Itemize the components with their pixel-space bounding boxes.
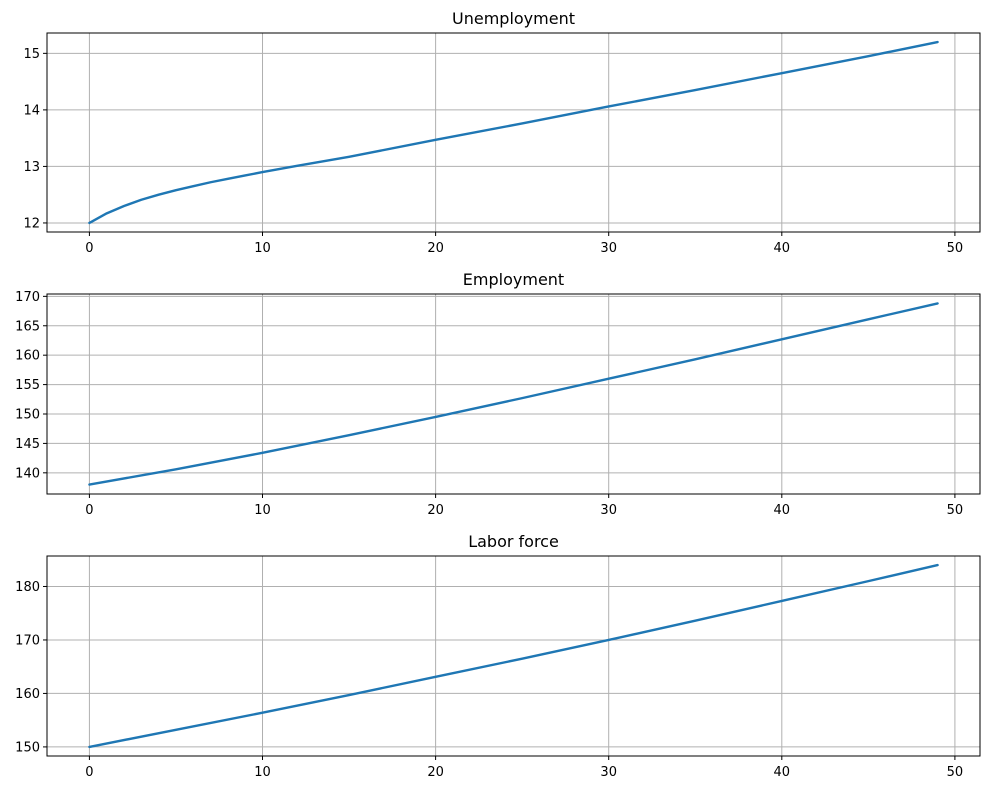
y-tick-label: 155 <box>15 378 40 393</box>
series-line <box>88 302 939 486</box>
y-tick-label: 150 <box>15 740 40 755</box>
x-tick-label: 0 <box>85 765 93 780</box>
x-tick-label: 20 <box>427 241 444 256</box>
x-tick-label: 40 <box>774 503 791 518</box>
x-tick-label: 50 <box>947 765 964 780</box>
plot-frame <box>46 555 981 757</box>
y-tick-label: 160 <box>15 687 40 702</box>
subplot-labor-force: Labor force 0 10 20 30 40 50 150 160 170 180 <box>15 532 981 780</box>
y-tick-label: 13 <box>23 160 40 175</box>
series-line <box>88 40 939 225</box>
y-tick-label: 165 <box>15 319 40 334</box>
y-tick-label: 150 <box>15 408 40 423</box>
chart-title: Employment <box>463 270 564 289</box>
y-tick-label: 180 <box>15 580 40 595</box>
y-tick-label: 170 <box>15 633 40 648</box>
y-tick-label: 12 <box>23 216 40 231</box>
x-tick-label: 30 <box>600 765 617 780</box>
y-tick-label: 14 <box>23 103 40 118</box>
x-tick-label: 20 <box>427 503 444 518</box>
y-tick-label: 160 <box>15 349 40 364</box>
x-tick-label: 30 <box>600 503 617 518</box>
chart-title: Unemployment <box>452 9 575 28</box>
series-line <box>88 563 939 749</box>
chart-title: Labor force <box>468 532 559 551</box>
x-tick-label: 30 <box>600 241 617 256</box>
x-tick-label: 40 <box>774 765 791 780</box>
x-tick-label: 0 <box>85 241 93 256</box>
subplot-employment: Employment 0 10 20 30 40 50 140 145 150 155 160 165… <box>15 270 981 518</box>
x-tick-label: 50 <box>947 503 964 518</box>
plot-frame <box>46 32 981 233</box>
x-tick-label: 10 <box>254 503 271 518</box>
x-tick-label: 40 <box>774 241 791 256</box>
y-tick-label: 170 <box>15 290 40 305</box>
y-tick-label: 140 <box>15 466 40 481</box>
x-tick-label: 50 <box>947 241 964 256</box>
x-tick-label: 20 <box>427 765 444 780</box>
x-tick-label: 10 <box>254 241 271 256</box>
subplot-unemployment: Unemployment 0 10 20 30 40 50 12 13 14 15 <box>23 9 981 256</box>
plot-frame <box>46 293 981 495</box>
y-tick-label: 145 <box>15 437 40 452</box>
y-tick-label: 15 <box>23 47 40 62</box>
x-tick-label: 0 <box>85 503 93 518</box>
x-tick-label: 10 <box>254 765 271 780</box>
